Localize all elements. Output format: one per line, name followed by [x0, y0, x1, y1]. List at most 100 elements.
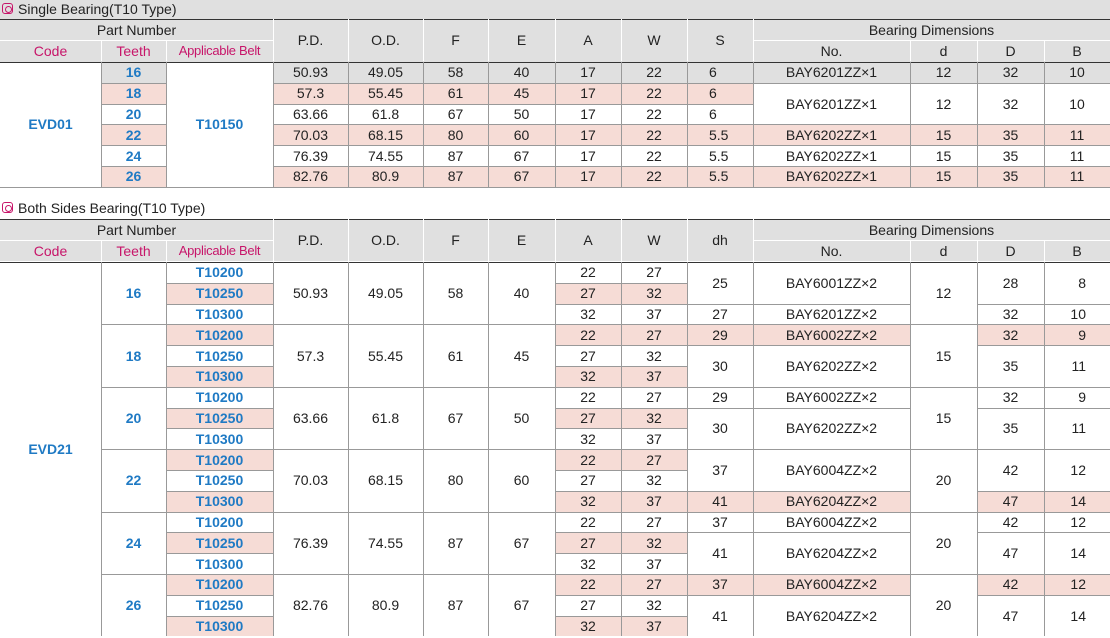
- cell-f: 87: [447, 534, 464, 551]
- bearing-no: BAY6201ZZ×1: [785, 64, 878, 81]
- row-line: [101, 574, 687, 575]
- cell-dh: 25: [712, 274, 728, 291]
- vline-h: [166, 240, 167, 261]
- cell-od: 55.45: [367, 347, 404, 364]
- belt-cell: T10200: [195, 513, 244, 530]
- d-bg: [910, 386, 977, 450]
- hline-h: [0, 40, 273, 41]
- belt-cell: T10150: [195, 116, 244, 133]
- row-line: [910, 324, 977, 326]
- merged-bg: [753, 594, 910, 637]
- code-bg: [0, 62, 101, 187]
- cell-a: 17: [580, 64, 596, 81]
- hline-h: [0, 240, 273, 241]
- d-bg: [910, 262, 977, 325]
- teeth-cell: 20: [125, 409, 142, 426]
- cell-od: 74.55: [367, 147, 404, 164]
- bearing-B: 11: [1071, 420, 1086, 437]
- merged-bg: [687, 407, 753, 450]
- cell-s: 5.5: [709, 147, 729, 164]
- cell-d: 12: [935, 285, 952, 302]
- row-line: [166, 282, 273, 284]
- cell-w: 32: [646, 534, 662, 551]
- row-line: [977, 490, 1110, 492]
- row-band: [101, 124, 1110, 146]
- cell-a: 17: [580, 168, 596, 185]
- cell-s: 5.5: [709, 126, 729, 143]
- cell-pd: 70.03: [292, 126, 329, 143]
- merged-bg: [348, 386, 423, 450]
- cell-dh: 41: [712, 607, 728, 624]
- header-e: E: [488, 219, 555, 261]
- cell-a: 27: [580, 285, 596, 302]
- teeth-bg: [101, 574, 166, 637]
- merged-bg: [753, 407, 910, 450]
- cell-w: 27: [646, 389, 662, 406]
- header-b: B: [1044, 240, 1110, 261]
- teeth-cell: 18: [125, 347, 142, 364]
- row-line: [101, 386, 687, 388]
- teeth-bg: [101, 262, 166, 325]
- merged-bg: [977, 594, 1110, 637]
- teeth-bg: [101, 449, 166, 512]
- header-teeth: Teeth: [101, 240, 166, 261]
- row-line: [166, 366, 273, 367]
- cell-e: 60: [513, 472, 530, 489]
- row-line: [273, 82, 753, 84]
- row-line: [687, 532, 910, 534]
- row-line: [555, 345, 687, 347]
- d-bg: [910, 324, 977, 387]
- bearing-no: BAY6202ZZ×1: [785, 147, 878, 164]
- cell-pd: 76.39: [292, 534, 329, 551]
- cell-od: 49.05: [367, 285, 404, 302]
- merged-bg: [423, 449, 488, 512]
- row-line: [687, 574, 910, 575]
- teeth-cell: 24: [125, 147, 142, 164]
- header-part-number: Part Number: [0, 219, 273, 240]
- row-line: [101, 449, 687, 451]
- bearing-D: 42: [1002, 461, 1019, 478]
- cell-f: 67: [447, 105, 464, 122]
- row-line: [166, 615, 273, 617]
- merged-bg: [977, 407, 1110, 450]
- bearing-no: BAY6204ZZ×2: [785, 493, 878, 510]
- row-line: [273, 145, 753, 147]
- belt-cell: T10200: [195, 389, 244, 406]
- cell-dh: 37: [712, 576, 728, 593]
- vline-h: [1044, 240, 1045, 261]
- bearing-D: 35: [1002, 357, 1019, 374]
- bearing-D: 42: [1002, 576, 1019, 593]
- merged-bg: [273, 262, 348, 325]
- row-line: [910, 574, 977, 575]
- bullet-icon: [2, 3, 13, 14]
- cell-w: 27: [646, 576, 662, 593]
- cell-dh: 30: [712, 357, 728, 374]
- section-title-text: Single Bearing(T10 Type): [18, 0, 177, 17]
- cell-pd: 50.93: [292, 64, 329, 81]
- cell-a: 27: [580, 347, 596, 364]
- row-line: [166, 345, 273, 347]
- vline-h: [166, 40, 167, 61]
- bearing-no: BAY6202ZZ×2: [785, 420, 878, 437]
- row-line: [101, 511, 687, 513]
- cell-e: 40: [513, 285, 530, 302]
- cell-a: 32: [580, 305, 596, 322]
- header-applicable-belt: Applicable Belt: [166, 240, 273, 261]
- row-line: [977, 511, 1110, 513]
- cell-f: 58: [447, 64, 464, 81]
- cell-w: 37: [646, 368, 662, 385]
- cell-a: 32: [580, 617, 596, 634]
- cell-w: 32: [646, 347, 662, 364]
- bearing-no: BAY6201ZZ×1: [785, 95, 878, 112]
- row-line: [555, 282, 687, 284]
- row-line: [555, 553, 687, 555]
- bearing-no: BAY6002ZZ×2: [785, 326, 878, 343]
- cell-f: 80: [447, 472, 464, 489]
- cell-pd: 76.39: [292, 147, 329, 164]
- merged-bg: [977, 262, 1110, 304]
- cell-dh: 29: [712, 389, 728, 406]
- row-line: [166, 490, 273, 492]
- row-line: [166, 428, 273, 430]
- bearing-D: 32: [1002, 64, 1019, 81]
- row-line: [687, 449, 910, 451]
